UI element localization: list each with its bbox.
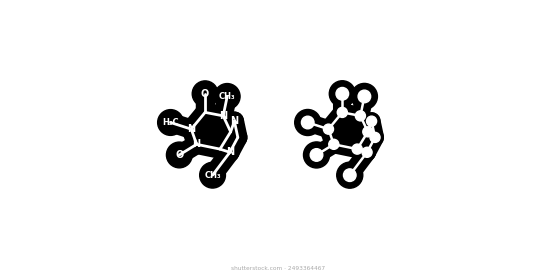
Polygon shape	[329, 112, 368, 149]
Circle shape	[214, 83, 240, 109]
Text: O: O	[175, 150, 183, 160]
Circle shape	[167, 142, 192, 168]
Text: N: N	[187, 124, 196, 134]
Text: O: O	[201, 89, 209, 99]
Polygon shape	[191, 112, 231, 149]
Circle shape	[324, 124, 334, 134]
Circle shape	[367, 116, 377, 126]
Circle shape	[301, 116, 314, 129]
Circle shape	[329, 81, 355, 107]
Text: N: N	[219, 111, 227, 121]
Polygon shape	[220, 121, 238, 152]
Circle shape	[352, 144, 362, 154]
Circle shape	[192, 81, 218, 107]
Polygon shape	[357, 121, 375, 152]
Circle shape	[337, 162, 363, 188]
Circle shape	[344, 169, 356, 181]
Circle shape	[158, 110, 183, 136]
Circle shape	[358, 90, 371, 103]
Circle shape	[199, 162, 226, 188]
Circle shape	[304, 142, 330, 168]
Circle shape	[295, 109, 321, 136]
Circle shape	[355, 111, 365, 121]
Circle shape	[370, 132, 380, 143]
Circle shape	[310, 149, 323, 161]
Text: shutterstock.com · 2493364467: shutterstock.com · 2493364467	[232, 266, 325, 271]
Text: CH₃: CH₃	[219, 92, 236, 101]
Text: N: N	[226, 147, 234, 157]
Circle shape	[351, 83, 378, 109]
Text: H₃C: H₃C	[162, 118, 179, 127]
Circle shape	[336, 87, 349, 100]
Text: CH₃: CH₃	[204, 171, 221, 180]
Circle shape	[338, 107, 348, 117]
Circle shape	[363, 127, 373, 137]
Circle shape	[362, 147, 372, 157]
Circle shape	[329, 139, 339, 149]
Text: N: N	[230, 116, 238, 126]
Text: N: N	[193, 139, 201, 149]
